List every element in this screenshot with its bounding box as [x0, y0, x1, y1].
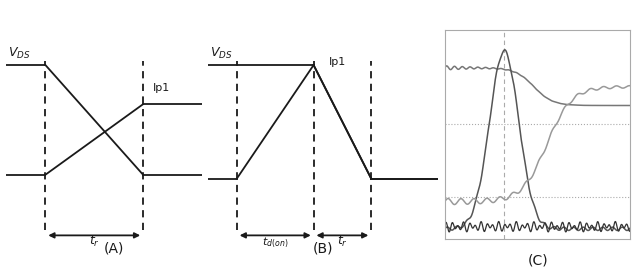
Text: (C): (C): [527, 253, 548, 267]
Text: $V_{DS}$: $V_{DS}$: [210, 45, 232, 60]
Text: $t_{d(on)}$: $t_{d(on)}$: [262, 236, 289, 250]
Text: Ip1: Ip1: [329, 57, 346, 67]
Text: $t_r$: $t_r$: [337, 234, 348, 249]
Text: (B): (B): [313, 242, 333, 256]
Text: Ip1: Ip1: [153, 82, 170, 92]
Text: $t_r$: $t_r$: [89, 234, 100, 249]
Text: (A): (A): [104, 242, 124, 256]
Text: $V_{DS}$: $V_{DS}$: [8, 45, 31, 60]
